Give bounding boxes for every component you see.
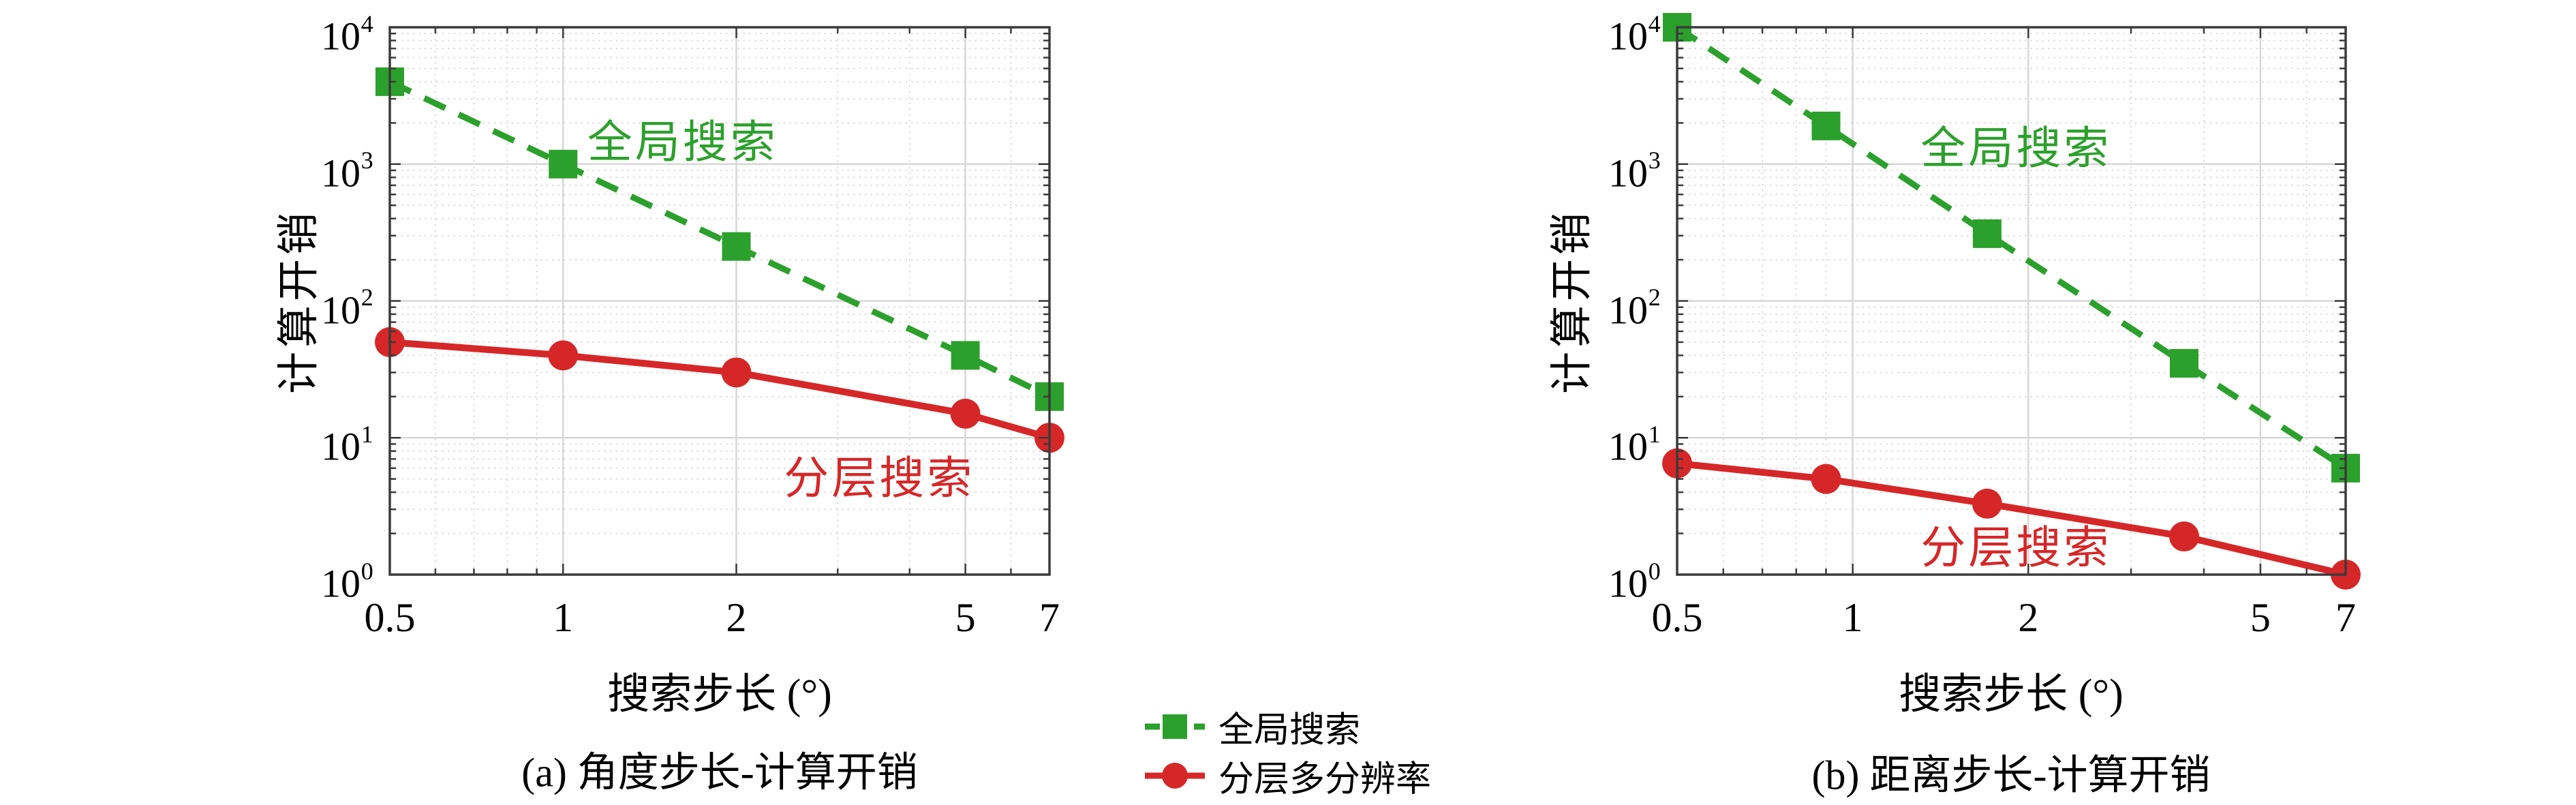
chart-b-x-tick-label: 2 <box>2018 595 2039 640</box>
chart-b-x-tick-label: 7 <box>2335 595 2356 640</box>
chart-a-series-hier-line <box>389 338 1051 442</box>
chart-a-major-grid <box>390 27 1049 575</box>
chart-b-ticks <box>1676 26 2347 576</box>
chart-b-annotation-global-search: 全局搜索 <box>1920 123 2112 174</box>
chart-a-x-tick-label: 7 <box>1039 595 1060 640</box>
chart-b-x-tick-label: 5 <box>2250 595 2271 640</box>
chart-b-y-tick-label: 100 <box>1608 557 1661 606</box>
data-point-global <box>951 341 980 370</box>
chart-a-x-tick-label: 2 <box>726 595 747 640</box>
chart-a-y-tick-label: 103 <box>321 147 373 196</box>
chart-b-y-tick-label: 103 <box>1608 147 1661 196</box>
data-point-hier <box>548 340 579 371</box>
data-point-hier <box>1972 488 2002 519</box>
chart-b-annotation-hierarchical-search: 分层搜索 <box>1920 523 2112 574</box>
chart-b-xlabel: 搜索步长 (°) <box>1899 671 2123 718</box>
chart-b <box>1662 13 2361 590</box>
chart-a-annotation-global-search: 全局搜索 <box>587 118 778 168</box>
data-point-hier <box>950 398 981 429</box>
chart-b-x-tick-label: 0.5 <box>1651 595 1703 640</box>
chart-a-y-tick-label: 100 <box>321 557 373 606</box>
legend-marker-circle <box>1162 763 1188 789</box>
chart-a-caption: (a) 角度步长-计算开销 <box>521 750 918 795</box>
chart-a-xlabel: 搜索步长 (°) <box>607 671 832 718</box>
chart-b-y-tick-label: 104 <box>1608 10 1661 59</box>
chart-a-y-tick-label: 102 <box>321 284 373 332</box>
data-point-hier <box>2168 521 2199 552</box>
legend-marker-square <box>1163 714 1187 739</box>
chart-b-y-tick-label: 102 <box>1608 284 1661 332</box>
chart-a-x-tick-label: 5 <box>955 595 976 640</box>
legend-item-hierarchical-multiresolution-label: 分层多分辨率 <box>1218 760 1432 800</box>
chart-a-annotation-hierarchical-search: 分层搜索 <box>784 454 975 504</box>
data-point-global <box>722 232 751 261</box>
chart-a <box>375 26 1064 576</box>
chart-a-y-tick-label: 104 <box>321 10 373 59</box>
data-point-global <box>1972 219 2002 248</box>
chart-b-x-tick-label: 1 <box>1842 595 1863 640</box>
chart-a-x-tick-label: 1 <box>553 595 574 640</box>
data-point-global <box>2169 349 2198 378</box>
chart-a-ticks <box>388 26 1051 576</box>
chart-b-series-global-line <box>1675 25 2348 471</box>
chart-a-y-tick-label: 101 <box>321 420 373 469</box>
chart-a-x-tick-label: 0.5 <box>364 595 416 640</box>
data-point-hier <box>1811 464 1841 494</box>
data-point-hier <box>721 357 752 388</box>
data-point-global <box>549 149 578 179</box>
chart-b-caption: (b) 距离步长-计算开销 <box>1811 753 2211 798</box>
chart-b-y-tick-label: 101 <box>1608 420 1661 469</box>
legend-item-global-search-label: 全局搜索 <box>1218 711 1361 750</box>
legend-item-global <box>1145 714 1205 739</box>
data-point-global <box>1811 111 1841 140</box>
legend-item-hier <box>1145 763 1205 789</box>
